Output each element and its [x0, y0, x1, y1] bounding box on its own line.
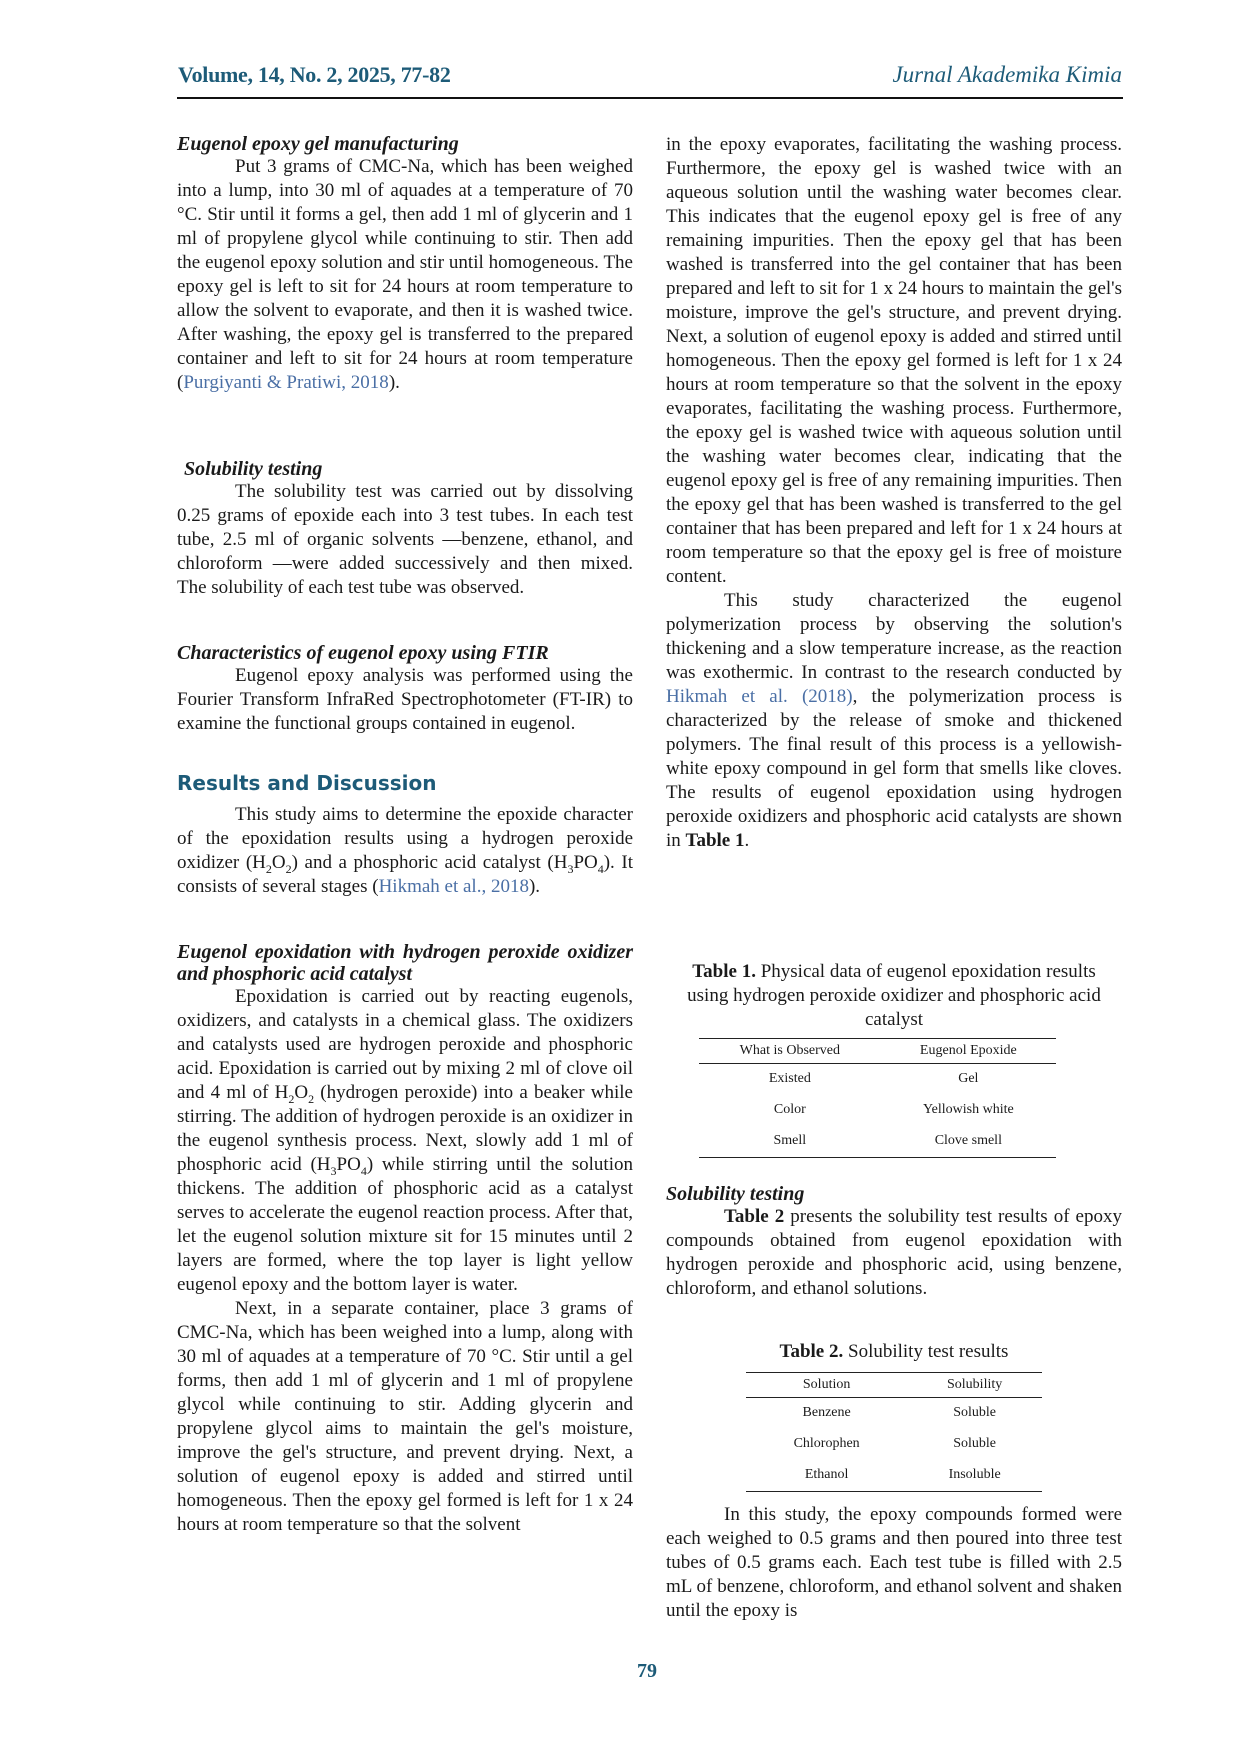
subscript: 2 [308, 1091, 315, 1106]
table-label: Table 2. [779, 1341, 844, 1362]
paragraph: This study aims to determine the epoxide… [177, 803, 633, 899]
table1-caption: Table 1. Physical data of eugenol epoxid… [686, 960, 1102, 1032]
section-ftir: Characteristics of eugenol epoxy using F… [177, 642, 633, 736]
table1: What is Observed Eugenol Epoxide Existed G… [699, 1038, 1056, 1158]
section-epoxidation: Eugenol epoxidation with hydrogen peroxi… [177, 941, 633, 1537]
paragraph: Table 2 presents the solubility test res… [666, 1205, 1122, 1301]
table-header-row: What is Observed Eugenol Epoxide [699, 1038, 1056, 1064]
table-reference[interactable]: Table 2 [724, 1206, 785, 1227]
cell: Gel [958, 1071, 979, 1086]
journal-volume: Volume, 14, No. 2, 2025, 77-82 [178, 62, 451, 87]
text: ) and a phosphoric acid catalyst (H [291, 852, 568, 873]
section-solubility-method: Solubility testing The solubility test w… [177, 458, 633, 600]
text: ). [388, 372, 400, 393]
text: Epoxidation is carried out by reacting e… [177, 986, 633, 1103]
section-heading: Results and Discussion [177, 771, 437, 795]
subheading: Eugenol epoxidation with hydrogen peroxi… [177, 941, 633, 985]
citation-link[interactable]: Hikmah et al. (2018) [666, 686, 853, 707]
text: ) while stirring until the solution thic… [177, 1154, 633, 1295]
cell: Ethanol [746, 1460, 908, 1492]
text: PO [573, 852, 598, 873]
text: Put 3 grams of CMC-Na, which has been we… [177, 156, 633, 393]
text: This study characterized the eugenol pol… [666, 590, 1122, 683]
citation-link[interactable]: Hikmah et al., 2018 [378, 876, 529, 897]
header-rule [177, 97, 1123, 99]
text: O [271, 852, 286, 873]
table-row: Color Yellowish white [699, 1095, 1056, 1126]
table-label: Table 1. [692, 961, 756, 982]
cell: Existed [768, 1071, 811, 1086]
text: ). [528, 876, 541, 897]
column-header: What is Observed [699, 1038, 881, 1064]
table2: Solution Solubility Benzene Soluble Chloro… [746, 1372, 1042, 1492]
citation-link[interactable]: Purgiyanti & Pratiwi, 2018 [183, 372, 389, 393]
cell: Insoluble [907, 1460, 1042, 1492]
text: O [294, 1082, 309, 1103]
right-column-text: in the epoxy evaporates, facilitating th… [666, 133, 1122, 853]
column-header: Solubility [907, 1372, 1042, 1398]
table2-caption: Table 2. Solubility test results [686, 1340, 1102, 1364]
table-row: Ethanol Insoluble [746, 1460, 1042, 1492]
paragraph: in the epoxy evaporates, facilitating th… [666, 134, 1122, 587]
paragraph: Put 3 grams of CMC-Na, which has been we… [177, 155, 633, 395]
cell: Benzene [802, 1405, 851, 1420]
cell: Soluble [953, 1405, 997, 1420]
right-column-final-text: In this study, the epoxy compounds forme… [666, 1503, 1122, 1623]
text: . [744, 830, 750, 851]
paragraph: This study characterized the eugenol pol… [666, 589, 1122, 853]
text: (hydrogen peroxide) into a beaker while … [177, 1082, 633, 1175]
column-header: Eugenol Epoxide [880, 1038, 1056, 1064]
subheading: Solubility testing [666, 1183, 805, 1205]
paragraph: Eugenol epoxy analysis was performed usi… [177, 665, 633, 734]
text: This study aims to determine the epoxide… [177, 804, 633, 873]
cell: Yellowish white [922, 1102, 1014, 1117]
paragraph: In this study, the epoxy compounds forme… [666, 1504, 1122, 1621]
subscript: 3 [567, 861, 574, 876]
table-reference[interactable]: Table 1 [685, 830, 745, 851]
caption-text: Solubility test results [843, 1341, 1009, 1362]
text: PO [336, 1154, 361, 1175]
table-row: Existed Gel [699, 1064, 1056, 1096]
page-number: 79 [637, 1660, 657, 1682]
paragraph: Next, in a separate container, place 3 g… [177, 1298, 633, 1535]
subscript: 4 [597, 861, 604, 876]
paragraph: Epoxidation is carried out by reacting e… [177, 985, 633, 1297]
cell: Chlorophen [793, 1436, 860, 1451]
cell: Clove smell [880, 1126, 1056, 1158]
subheading: Characteristics of eugenol epoxy using F… [177, 642, 549, 664]
cell: Soluble [953, 1436, 997, 1451]
section-solubility-results: Solubility testing Table 2 presents the … [666, 1183, 1122, 1301]
section-results: Results and Discussion This study aims t… [177, 771, 633, 899]
subheading: Eugenol epoxy gel manufacturing [177, 133, 459, 155]
text: , the polymerization process is characte… [666, 686, 1122, 851]
column-header: Solution [746, 1372, 908, 1398]
subheading: Solubility testing [184, 458, 323, 480]
table-row: Smell Clove smell [699, 1126, 1056, 1158]
subscript: 4 [360, 1163, 367, 1178]
subscript: 2 [288, 1091, 295, 1106]
table-row: Chlorophen Soluble [746, 1429, 1042, 1460]
cell: Color [773, 1102, 806, 1117]
table-header-row: Solution Solubility [746, 1372, 1042, 1398]
caption-text: Physical data of eugenol epoxidation res… [687, 961, 1101, 1030]
text: ). It consists of several stages ( [177, 852, 633, 897]
journal-title: Jurnal Akademika Kimia [892, 62, 1122, 87]
subscript: 2 [285, 861, 292, 876]
table-row: Benzene Soluble [746, 1398, 1042, 1430]
cell: Smell [699, 1126, 881, 1158]
subscript: 2 [265, 861, 272, 876]
paragraph: The solubility test was carried out by d… [177, 481, 633, 598]
subscript: 3 [330, 1163, 337, 1178]
section-gel-manufacturing: Eugenol epoxy gel manufacturing Put 3 gr… [177, 133, 633, 395]
text: presents the solubility test results of … [666, 1206, 1122, 1299]
